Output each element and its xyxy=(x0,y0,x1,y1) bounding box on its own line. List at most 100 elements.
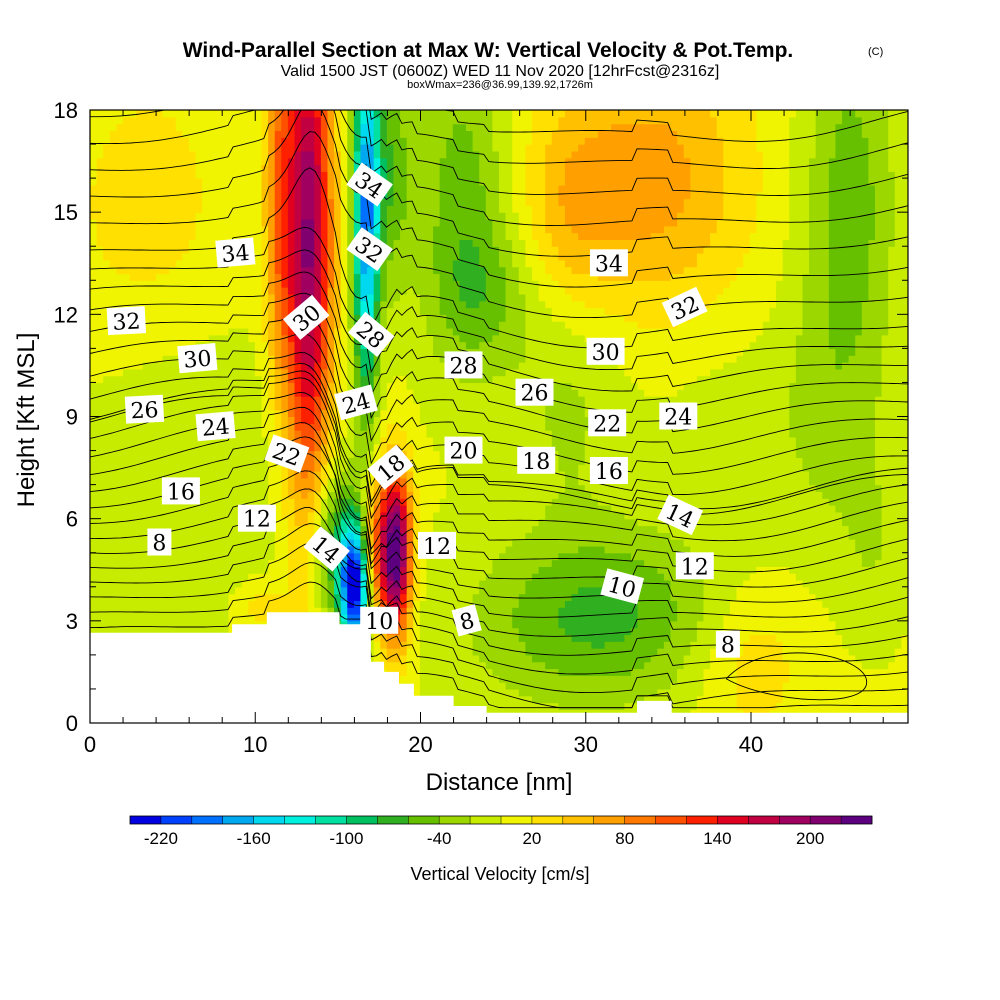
velocity-cell xyxy=(571,675,579,683)
velocity-cell xyxy=(578,450,586,458)
velocity-cell xyxy=(729,539,738,547)
velocity-cell xyxy=(630,702,639,710)
velocity-cell xyxy=(413,600,421,608)
velocity-cell xyxy=(215,607,223,615)
velocity-cell xyxy=(855,491,863,499)
velocity-cell xyxy=(822,566,830,574)
velocity-cell xyxy=(419,586,428,595)
velocity-cell xyxy=(657,450,665,458)
velocity-cell xyxy=(795,654,804,663)
velocity-cell xyxy=(875,525,883,533)
velocity-cell xyxy=(743,498,751,506)
velocity-cell xyxy=(419,464,428,472)
velocity-cell xyxy=(116,450,124,458)
velocity-cell xyxy=(254,457,263,465)
velocity-cell xyxy=(103,484,111,493)
velocity-cell xyxy=(696,702,705,710)
velocity-cell xyxy=(749,654,757,663)
velocity-cell xyxy=(452,661,461,670)
velocity-cell xyxy=(413,675,421,683)
velocity-cell xyxy=(650,532,658,540)
velocity-cell xyxy=(129,579,137,588)
velocity-cell xyxy=(822,559,830,567)
velocity-cell xyxy=(281,566,289,574)
velocity-cell xyxy=(320,470,329,479)
velocity-cell xyxy=(268,491,276,499)
velocity-cell xyxy=(294,518,302,527)
velocity-cell xyxy=(894,695,903,704)
velocity-cell xyxy=(644,682,652,690)
velocity-cell xyxy=(696,620,705,629)
velocity-cell xyxy=(677,607,685,615)
velocity-cell xyxy=(894,498,903,506)
velocity-cell xyxy=(446,682,454,690)
velocity-cell xyxy=(96,627,104,636)
velocity-cell xyxy=(888,607,896,615)
velocity-cell xyxy=(314,593,322,601)
velocity-cell xyxy=(136,586,144,595)
velocity-cell xyxy=(617,559,625,567)
velocity-cell xyxy=(360,532,368,540)
velocity-cell xyxy=(136,620,144,629)
velocity-cell xyxy=(782,511,790,520)
velocity-cell xyxy=(406,566,414,574)
velocity-cell xyxy=(670,586,678,595)
velocity-cell xyxy=(142,457,150,465)
velocity-cell xyxy=(221,539,230,547)
velocity-cell xyxy=(558,634,566,642)
velocity-cell xyxy=(281,525,289,533)
velocity-cell xyxy=(235,532,243,540)
velocity-cell xyxy=(762,579,771,588)
velocity-cell xyxy=(802,470,810,479)
velocity-cell xyxy=(261,586,269,595)
velocity-cell xyxy=(433,654,441,663)
velocity-cell xyxy=(578,498,586,506)
velocity-cell xyxy=(776,675,784,683)
velocity-cell xyxy=(274,559,282,567)
velocity-cell xyxy=(696,593,705,601)
velocity-cell xyxy=(307,491,315,499)
velocity-cell xyxy=(109,627,117,636)
velocity-cell xyxy=(584,627,592,636)
velocity-cell xyxy=(122,511,131,520)
velocity-cell xyxy=(644,607,652,615)
velocity-cell xyxy=(254,579,263,588)
velocity-cell xyxy=(531,607,540,615)
velocity-cell xyxy=(776,545,784,554)
velocity-cell xyxy=(202,620,210,629)
velocity-cell xyxy=(373,539,381,547)
velocity-cell xyxy=(842,525,850,533)
velocity-cell xyxy=(703,464,711,472)
velocity-cell xyxy=(663,600,672,608)
velocity-cell xyxy=(439,484,447,493)
velocity-cell xyxy=(703,579,711,588)
velocity-cell xyxy=(492,511,500,520)
velocity-cell xyxy=(90,573,98,581)
velocity-cell xyxy=(749,539,757,547)
velocity-cell xyxy=(479,661,487,670)
velocity-cell xyxy=(736,607,744,615)
velocity-cell xyxy=(479,688,487,697)
velocity-cell xyxy=(373,511,381,520)
velocity-cell xyxy=(604,661,612,670)
velocity-cell xyxy=(756,470,764,479)
velocity-cell xyxy=(782,505,790,513)
velocity-cell xyxy=(439,675,447,683)
velocity-cell xyxy=(881,505,889,513)
velocity-cell xyxy=(901,600,908,608)
velocity-cell xyxy=(776,614,784,622)
velocity-cell xyxy=(360,470,368,479)
velocity-cell xyxy=(677,641,685,649)
velocity-cell xyxy=(690,579,698,588)
velocity-cell xyxy=(769,593,777,601)
velocity-cell xyxy=(254,559,263,567)
velocity-cell xyxy=(736,668,744,676)
velocity-cell xyxy=(215,532,223,540)
velocity-cell xyxy=(855,661,863,670)
velocity-cell xyxy=(393,539,401,547)
velocity-cell xyxy=(439,525,447,533)
velocity-cell xyxy=(815,668,823,676)
velocity-cell xyxy=(875,559,883,567)
velocity-cell xyxy=(558,648,566,656)
velocity-cell xyxy=(188,593,197,601)
